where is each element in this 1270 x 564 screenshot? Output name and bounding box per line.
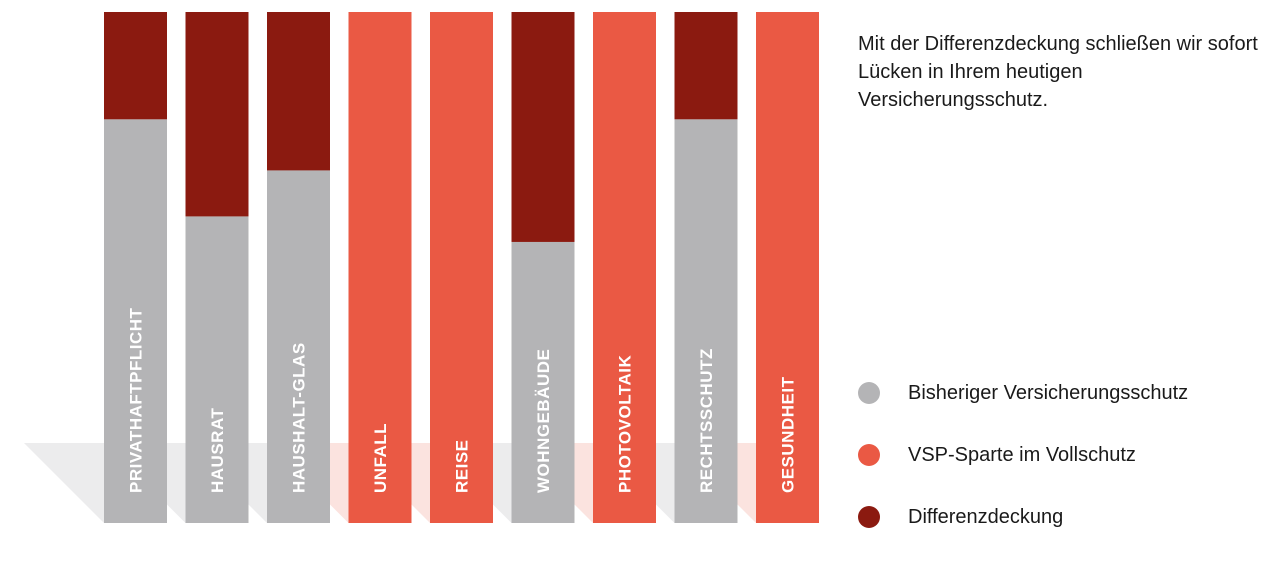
bar-segment (267, 170, 330, 523)
bar-segment (104, 119, 167, 523)
bar-segment (674, 12, 738, 120)
bar-segment (674, 119, 738, 523)
bar-segment (511, 241, 575, 523)
bar-label: PRIVATHAFTPFLICHT (127, 307, 146, 493)
legend-dot-darkred (858, 506, 880, 528)
legend-item-differenz: Differenzdeckung (858, 502, 1268, 532)
bar-label: HAUSHALT-GLAS (290, 342, 309, 493)
bar-label: REISE (453, 439, 472, 493)
legend-item-bisheriger: Bisheriger Versicherungsschutz (858, 378, 1268, 408)
bar-segment (511, 12, 575, 242)
bar-label: UNFALL (371, 423, 390, 493)
intro-text: Mit der Differenzdeckung schließen wir s… (858, 33, 1258, 111)
legend: Bisheriger Versicherungsschutz VSP-Spart… (858, 378, 1268, 564)
legend-label: Differenzdeckung (908, 505, 1064, 528)
legend-label: Bisheriger Versicherungsschutz (908, 381, 1189, 404)
bar-segment (593, 12, 656, 523)
bars-group: PRIVATHAFTPFLICHT HAUSRAT HAUSHALT-GLAS UNF… (104, 12, 819, 523)
bar-segment (185, 216, 249, 523)
chart-area: PRIVATHAFTPFLICHT HAUSRAT HAUSHALT-GLAS UNF… (24, 12, 819, 523)
bar-segment (430, 12, 493, 523)
legend-dot-grey (858, 382, 880, 404)
legend-item-vsp: VSP-Sparte im Vollschutz (858, 440, 1268, 470)
legend-label: VSP-Sparte im Vollschutz (908, 443, 1136, 466)
bar-segment (185, 12, 249, 217)
bar-label: GESUNDHEIT (779, 376, 798, 493)
bar-segment (348, 12, 412, 523)
bar-label: RECHTSSCHUTZ (697, 348, 716, 493)
bar-segment (104, 12, 167, 120)
bar-segment (756, 12, 819, 523)
legend-dot-orange (858, 444, 880, 466)
bar-segment (267, 12, 330, 171)
bar-shadow (24, 443, 104, 523)
bar-label: HAUSRAT (208, 408, 227, 493)
bar-label: WOHNGEBÄUDE (534, 349, 553, 493)
bar-label: PHOTOVOLTAIK (616, 355, 635, 493)
